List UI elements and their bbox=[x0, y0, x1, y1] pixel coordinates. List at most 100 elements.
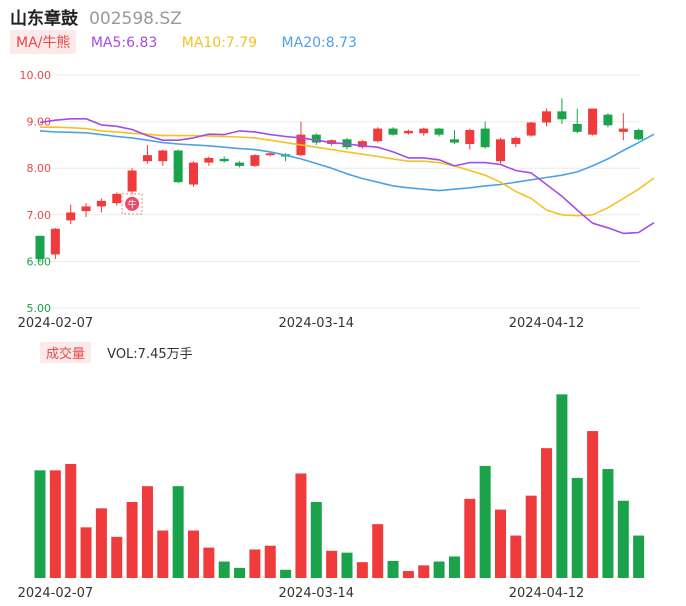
volume-bar bbox=[448, 556, 460, 578]
y-tick-label: 10.00 bbox=[20, 69, 52, 82]
volume-bar bbox=[433, 561, 445, 578]
volume-bar bbox=[602, 469, 614, 578]
ma5-legend: MA5:6.83 bbox=[90, 35, 158, 51]
volume-bar bbox=[341, 552, 353, 578]
candle bbox=[173, 149, 183, 184]
volume-bar bbox=[280, 569, 292, 578]
volume-bar bbox=[495, 509, 506, 578]
volume-bar bbox=[525, 495, 537, 578]
candle-body bbox=[373, 128, 383, 142]
candle-body bbox=[112, 193, 122, 204]
candle-body bbox=[603, 114, 613, 126]
candle-body bbox=[35, 235, 45, 260]
bull-marker-badge bbox=[125, 196, 140, 211]
candle bbox=[357, 140, 367, 149]
volume-bar bbox=[510, 535, 522, 578]
volume-bar bbox=[633, 535, 645, 578]
volume-bar bbox=[111, 536, 123, 578]
candle bbox=[250, 154, 260, 167]
volume-bar bbox=[571, 477, 583, 578]
volume-bar bbox=[65, 464, 77, 578]
volume-bar bbox=[264, 545, 276, 578]
ma-legend: MA/牛熊 MA5:6.83 MA10:7.79 MA20:8.73 bbox=[10, 30, 357, 54]
candle-body bbox=[526, 122, 536, 136]
candle bbox=[419, 127, 429, 136]
candle bbox=[311, 133, 321, 145]
candle bbox=[603, 113, 613, 128]
volume-indicator-selector[interactable]: 成交量 bbox=[40, 342, 92, 363]
candle-body bbox=[250, 155, 260, 166]
candle-body bbox=[235, 162, 245, 166]
volume-legend: 成交量 VOL:7.45万手 bbox=[40, 342, 193, 363]
candle-body bbox=[204, 157, 214, 163]
candle-body bbox=[265, 153, 275, 156]
candle-body bbox=[634, 129, 644, 140]
candle-body bbox=[557, 111, 567, 120]
candle-body bbox=[572, 123, 582, 132]
candle bbox=[465, 128, 475, 150]
candle-body bbox=[542, 111, 552, 123]
y-tick-label: 5.00 bbox=[27, 302, 52, 315]
volume-bar bbox=[556, 394, 568, 578]
volume-bar bbox=[387, 560, 399, 578]
candle-body bbox=[96, 200, 106, 207]
volume-bar bbox=[295, 473, 307, 578]
candle bbox=[526, 121, 536, 137]
candle-body bbox=[189, 162, 198, 185]
volume-bar bbox=[418, 565, 430, 578]
x-tick-label: 2024-02-07 bbox=[18, 316, 94, 331]
candle-body bbox=[403, 130, 413, 134]
candle-body bbox=[449, 139, 459, 143]
candle-body bbox=[465, 129, 475, 144]
candle bbox=[66, 204, 76, 225]
candle bbox=[496, 137, 505, 164]
bull-marker-label: 牛 bbox=[128, 198, 137, 210]
candle-body bbox=[511, 137, 521, 144]
volume-bar bbox=[541, 448, 553, 578]
volume-bar bbox=[157, 530, 169, 578]
candle-body bbox=[388, 128, 398, 135]
x-tick-label: 2024-03-14 bbox=[279, 316, 355, 331]
candle-body bbox=[311, 134, 321, 143]
volume-bar bbox=[356, 562, 368, 578]
candle bbox=[235, 161, 245, 168]
ma-indicator-selector[interactable]: MA/牛熊 bbox=[10, 30, 77, 54]
candle-body bbox=[66, 212, 76, 221]
candle bbox=[588, 108, 598, 136]
candle-body bbox=[81, 206, 91, 212]
candle bbox=[403, 129, 413, 135]
candle bbox=[81, 203, 91, 218]
volume-bar bbox=[249, 549, 261, 578]
candle-body bbox=[496, 139, 505, 162]
ma20-legend: MA20:8.73 bbox=[281, 35, 357, 51]
y-tick-label: 9.00 bbox=[27, 116, 52, 129]
y-tick-label: 8.00 bbox=[27, 162, 52, 175]
volume-bar bbox=[479, 465, 491, 578]
ma5-line bbox=[39, 118, 655, 235]
candle bbox=[112, 192, 122, 206]
volume-bar bbox=[141, 486, 153, 578]
bull-marker: 牛 bbox=[121, 193, 143, 215]
volume-chart[interactable]: 2024-02-07 2024-03-14 2024-04-12 bbox=[0, 366, 686, 606]
ma10-legend: MA10:7.79 bbox=[181, 35, 258, 51]
candle-body bbox=[50, 228, 60, 255]
candle-body bbox=[588, 108, 598, 135]
volume-bar bbox=[464, 498, 476, 578]
volume-bar bbox=[172, 486, 184, 578]
candle-body bbox=[127, 170, 137, 192]
volume-bar bbox=[188, 530, 199, 578]
stock-name: 山东章鼓 bbox=[10, 9, 78, 29]
candle-body bbox=[434, 128, 444, 135]
volume-bar bbox=[402, 571, 414, 578]
candle bbox=[388, 127, 398, 136]
ma20-line bbox=[39, 130, 655, 192]
y-tick-label: 6.00 bbox=[27, 255, 52, 268]
candle bbox=[50, 227, 60, 260]
volume-bar bbox=[587, 431, 599, 578]
candle bbox=[434, 128, 444, 137]
volume-bar bbox=[126, 502, 138, 578]
candle-body bbox=[219, 158, 229, 162]
volume-value: VOL:7.45万手 bbox=[107, 347, 193, 362]
volume-x-tick-label: 2024-03-14 bbox=[279, 586, 355, 601]
